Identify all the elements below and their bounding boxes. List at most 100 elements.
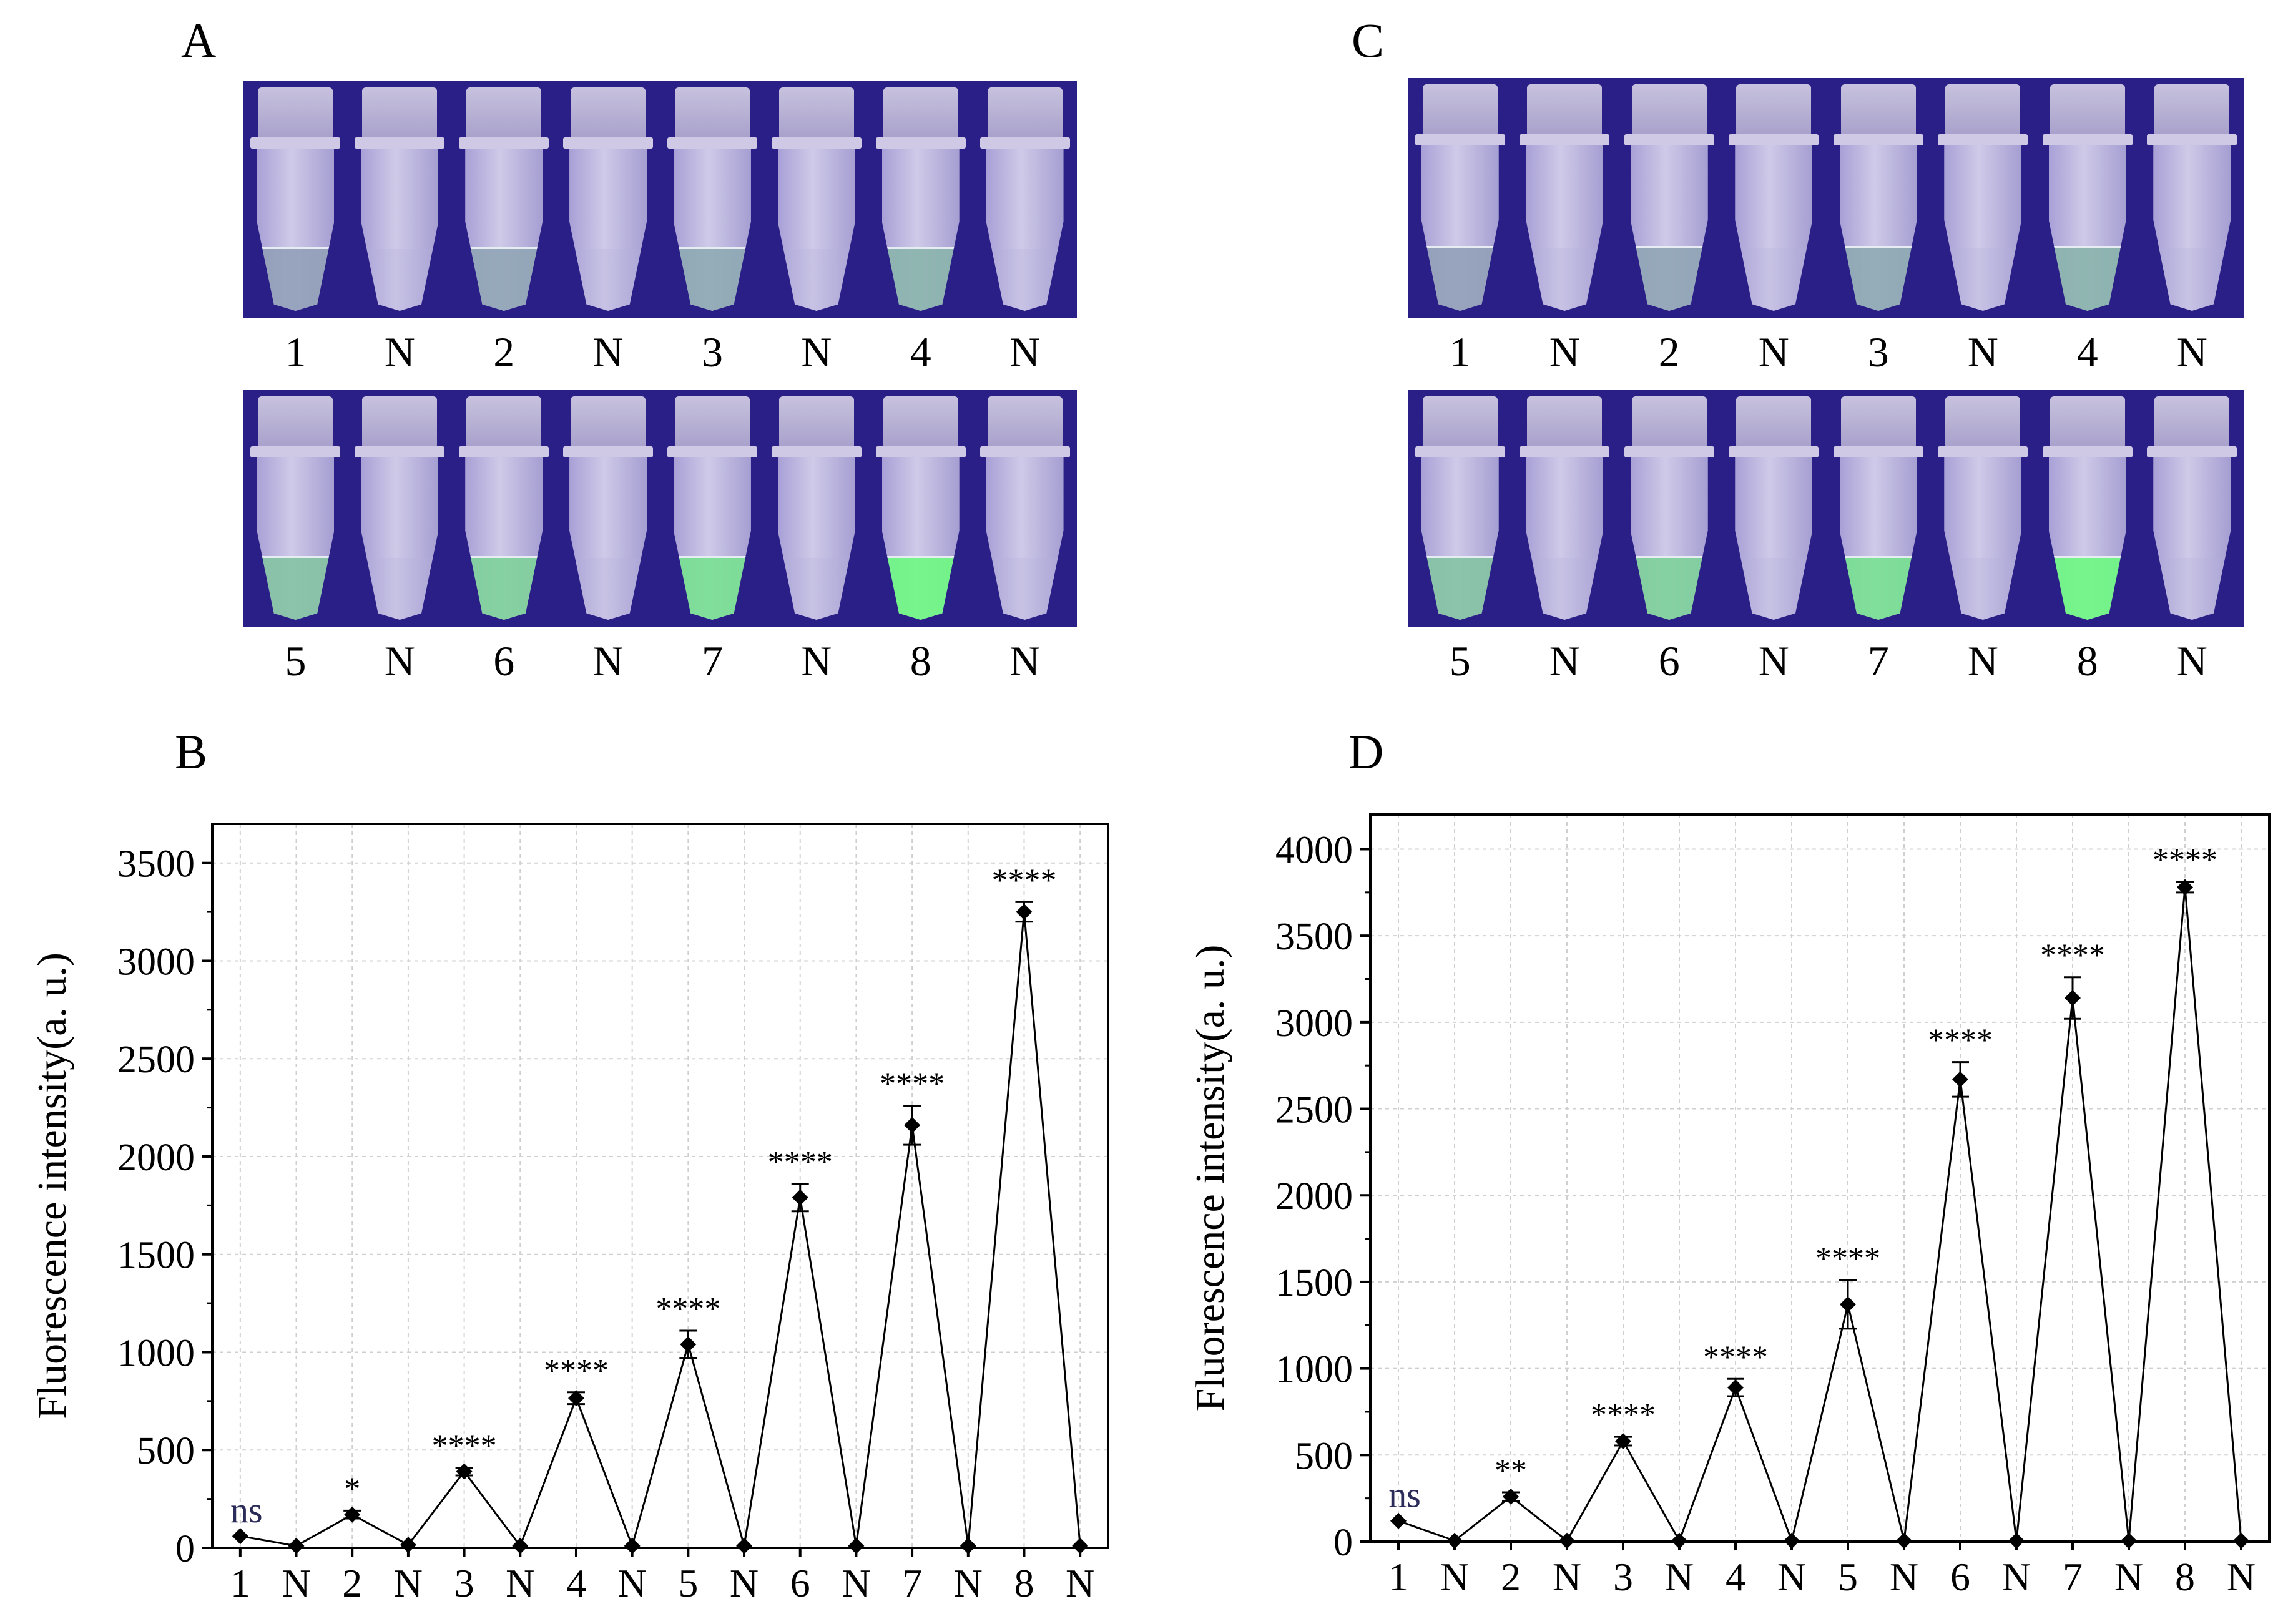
tube-photo-a-top — [243, 81, 1077, 318]
x-tick-label: N — [1553, 1555, 1581, 1599]
x-tick-label: N — [1665, 1555, 1694, 1599]
x-tick-label: 1 — [230, 1561, 250, 1605]
tube-negative — [1520, 81, 1610, 318]
tube-sample-4 — [2042, 81, 2133, 318]
y-tick-label: 2500 — [1275, 1089, 1353, 1132]
tube-negative — [563, 393, 654, 627]
x-tick-label: N — [2227, 1555, 2256, 1599]
x-tick-label: N — [954, 1561, 983, 1605]
y-tick-label: 1500 — [1275, 1262, 1353, 1304]
x-tick-label: 2 — [342, 1561, 362, 1605]
data-point — [1615, 1433, 1631, 1450]
x-tick-label: N — [394, 1561, 423, 1605]
tube-label: 4 — [910, 328, 931, 376]
tube-label: 1 — [1449, 328, 1471, 376]
significance-label: **** — [880, 1066, 945, 1102]
x-tick-label: N — [618, 1561, 647, 1605]
y-axis-label: Fluorescence intensity(a. u.) — [29, 952, 75, 1419]
tube-label: 2 — [493, 328, 515, 376]
data-point — [1727, 1379, 1744, 1396]
significance-label: **** — [991, 863, 1056, 898]
tube-sample-8 — [2042, 393, 2133, 627]
data-point — [512, 1537, 529, 1554]
tube-label: N — [384, 328, 415, 376]
series-line — [1398, 887, 2242, 1544]
tube-label: 5 — [1449, 637, 1471, 685]
significance-label: * — [344, 1471, 360, 1507]
panel-label-d: D — [1348, 725, 1384, 779]
tube-sample-2 — [459, 84, 549, 318]
panel-label-a: A — [181, 13, 217, 67]
tube-label: N — [1758, 637, 1789, 685]
tube-sample-1 — [1415, 81, 1505, 318]
tube-label: 4 — [2076, 328, 2098, 376]
x-tick-label: N — [282, 1561, 310, 1605]
tube-label: 7 — [1867, 637, 1889, 685]
tube-label: N — [2176, 328, 2207, 376]
x-tick-label: 1 — [1388, 1555, 1408, 1599]
x-tick-label: 8 — [2175, 1555, 2195, 1599]
y-tick-label: 500 — [1295, 1435, 1353, 1477]
x-tick-label: N — [1066, 1561, 1094, 1605]
tube-negative — [979, 84, 1070, 318]
tube-label: 6 — [493, 637, 515, 685]
tube-sample-8 — [875, 393, 966, 627]
tube-negative — [979, 393, 1070, 627]
data-point — [1390, 1512, 1407, 1529]
data-point — [1446, 1532, 1463, 1549]
tube-label: N — [1758, 328, 1789, 376]
tube-negative — [771, 84, 862, 318]
tube-label: N — [384, 637, 415, 685]
tube-label: N — [1549, 637, 1580, 685]
x-tick-label: N — [2114, 1555, 2143, 1599]
data-point — [288, 1537, 305, 1554]
significance-label: ns — [1388, 1475, 1421, 1515]
tube-photo-c-bottom — [1408, 390, 2244, 627]
tube-negative — [355, 393, 445, 627]
tube-sample-7 — [1833, 393, 1923, 627]
y-tick-label: 0 — [175, 1528, 195, 1570]
data-point — [456, 1463, 473, 1480]
data-point — [1671, 1532, 1687, 1549]
x-tick-label: N — [1440, 1555, 1469, 1599]
data-point — [904, 1117, 921, 1133]
data-point — [1840, 1296, 1856, 1313]
data-point — [1896, 1532, 1912, 1549]
y-tick-label: 1000 — [117, 1332, 195, 1374]
data-point — [680, 1336, 697, 1353]
tube-sample-3 — [1833, 81, 1923, 318]
y-tick-label: 3000 — [1275, 1002, 1353, 1045]
significance-label: **** — [2040, 938, 2105, 974]
tube-negative — [1520, 393, 1610, 627]
panel-label-c: C — [1352, 13, 1385, 67]
x-tick-label: 3 — [1613, 1555, 1633, 1599]
tube-negative — [2147, 393, 2237, 627]
data-point — [1503, 1488, 1519, 1505]
tube-sample-6 — [459, 393, 549, 627]
data-point — [792, 1189, 808, 1206]
tube-photo-c-top — [1408, 78, 2244, 318]
tube-photo-a-bottom — [243, 390, 1077, 627]
tube-sample-7 — [667, 393, 757, 627]
data-point — [624, 1537, 641, 1554]
x-tick-label: N — [1890, 1555, 1918, 1599]
significance-label: ** — [1495, 1453, 1527, 1489]
tube-label: 6 — [1658, 637, 1680, 685]
tube-negative — [771, 393, 862, 627]
tube-sample-3 — [667, 84, 757, 318]
data-point — [2177, 879, 2193, 896]
tube-label: N — [1967, 637, 1998, 685]
tube-label: 1 — [285, 328, 307, 376]
data-point — [848, 1537, 865, 1554]
data-point — [232, 1528, 248, 1545]
significance-label: **** — [432, 1428, 497, 1464]
tube-label: N — [592, 637, 624, 685]
significance-label: **** — [2153, 843, 2217, 878]
x-tick-label: N — [2002, 1555, 2031, 1599]
tube-sample-6 — [1624, 393, 1714, 627]
x-tick-label: N — [1777, 1555, 1806, 1599]
x-tick-label: 3 — [454, 1561, 474, 1605]
x-tick-label: 2 — [1501, 1555, 1521, 1599]
